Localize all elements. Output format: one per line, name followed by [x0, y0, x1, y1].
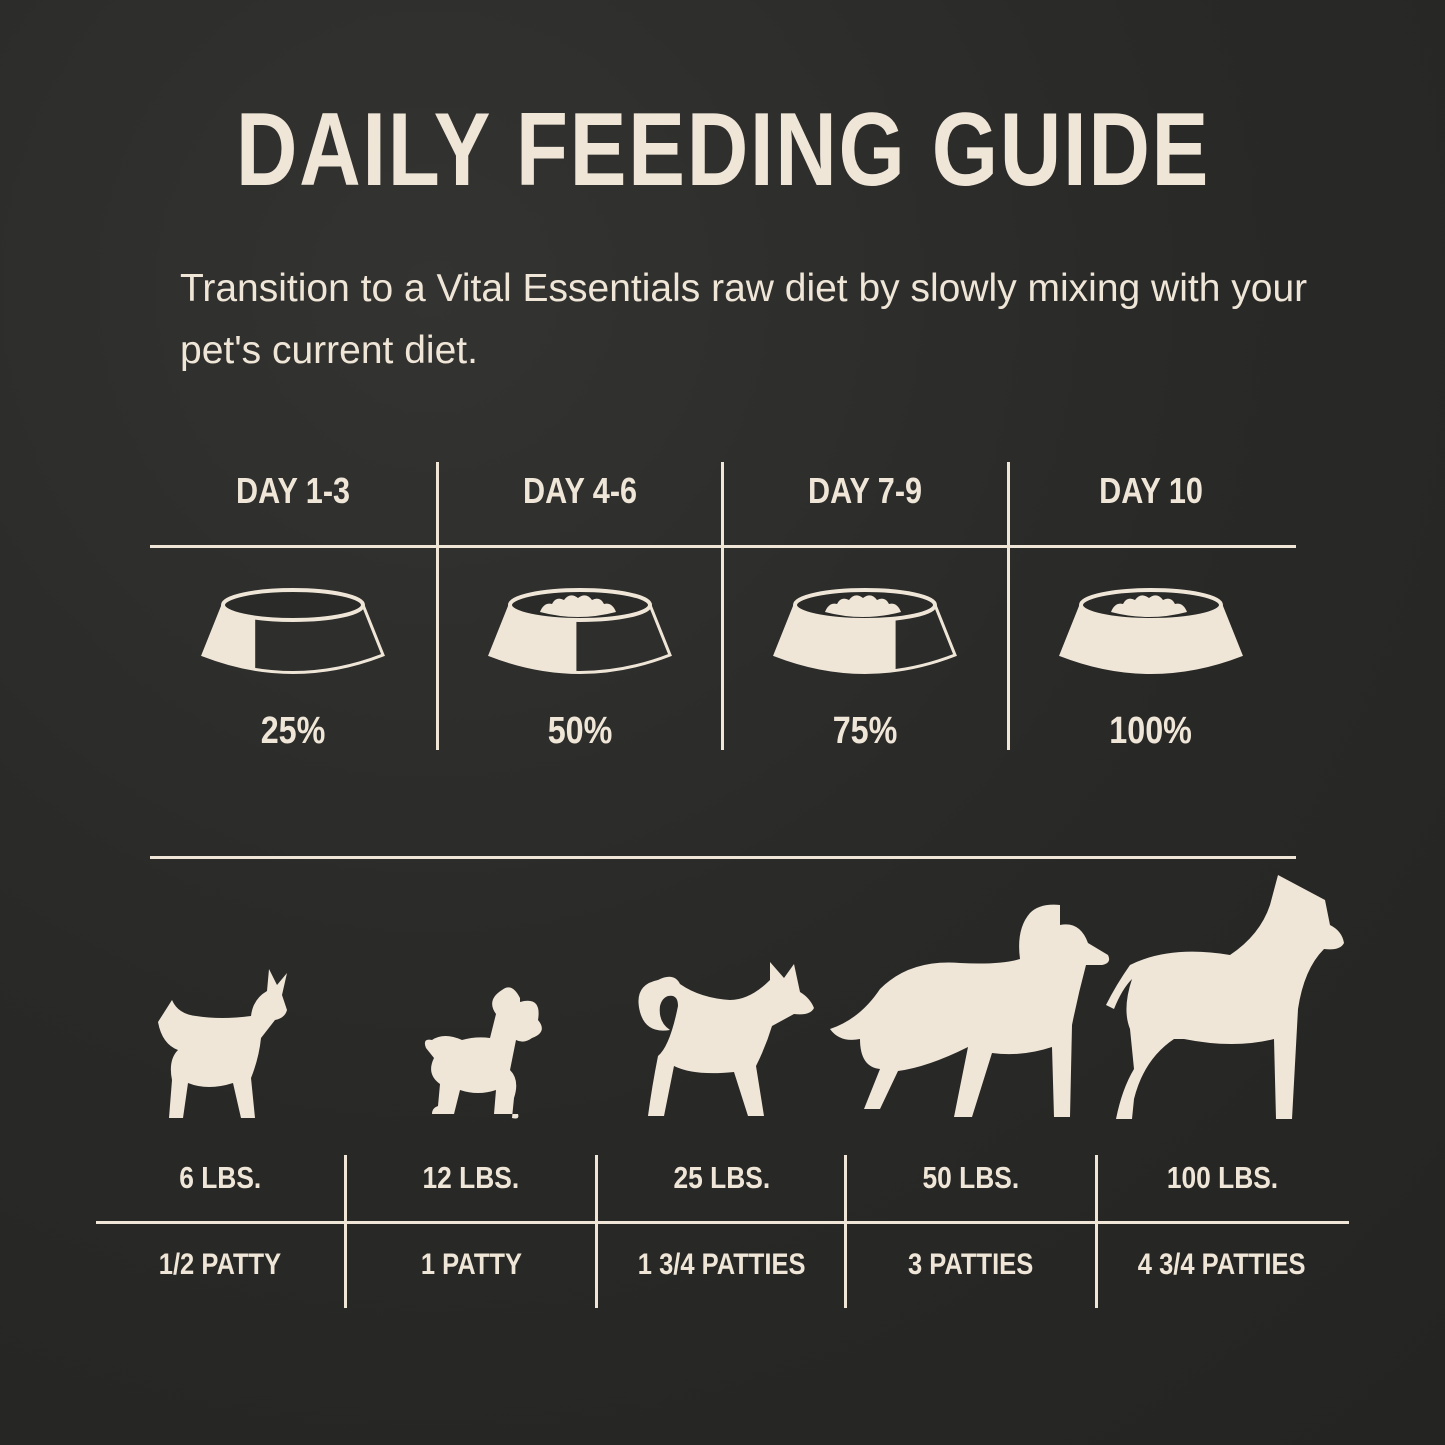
weight-label: 25 LBS. [673, 1160, 771, 1195]
divider [844, 1155, 847, 1308]
amount-label: 1 3/4 PATTIES [638, 1248, 806, 1281]
subtitle: Transition to a Vital Essentials raw die… [180, 267, 1308, 372]
page-title: DAILY FEEDING GUIDE [235, 92, 1210, 208]
weight-label: 6 LBS. [179, 1160, 261, 1195]
bowl-icon [201, 588, 385, 674]
divider [96, 1221, 1349, 1224]
divider [1095, 1155, 1098, 1308]
chihuahua-icon [158, 969, 287, 1118]
amount-label: 1/2 PATTY [158, 1248, 282, 1281]
poodle-icon [424, 987, 542, 1119]
day-label: DAY 1-3 [236, 470, 350, 511]
bowl-icon [1059, 588, 1243, 674]
bowl-icon [488, 588, 672, 674]
shiba-icon [638, 962, 814, 1116]
weight-label: 50 LBS. [922, 1160, 1020, 1195]
divider [721, 462, 724, 750]
percent-label: 25% [260, 710, 326, 752]
percent-label: 100% [1109, 710, 1193, 752]
percent-label: 75% [832, 710, 898, 752]
great-dane-icon [1106, 875, 1344, 1119]
day-label: DAY 7-9 [808, 470, 922, 511]
amount-label: 1 PATTY [420, 1248, 522, 1281]
divider [436, 462, 439, 750]
divider [1007, 462, 1010, 750]
percent-label: 50% [547, 710, 613, 752]
amount-label: 4 3/4 PATTIES [1138, 1248, 1306, 1281]
day-label: DAY 10 [1099, 470, 1203, 511]
retriever-icon [830, 904, 1110, 1117]
divider [344, 1155, 347, 1308]
amount-label: 3 PATTIES [908, 1248, 1034, 1281]
weight-label: 12 LBS. [422, 1160, 520, 1195]
bowl-icon [773, 588, 957, 674]
divider [595, 1155, 598, 1308]
day-label: DAY 4-6 [523, 470, 637, 511]
weight-label: 100 LBS. [1166, 1160, 1278, 1195]
section-divider [150, 856, 1296, 859]
